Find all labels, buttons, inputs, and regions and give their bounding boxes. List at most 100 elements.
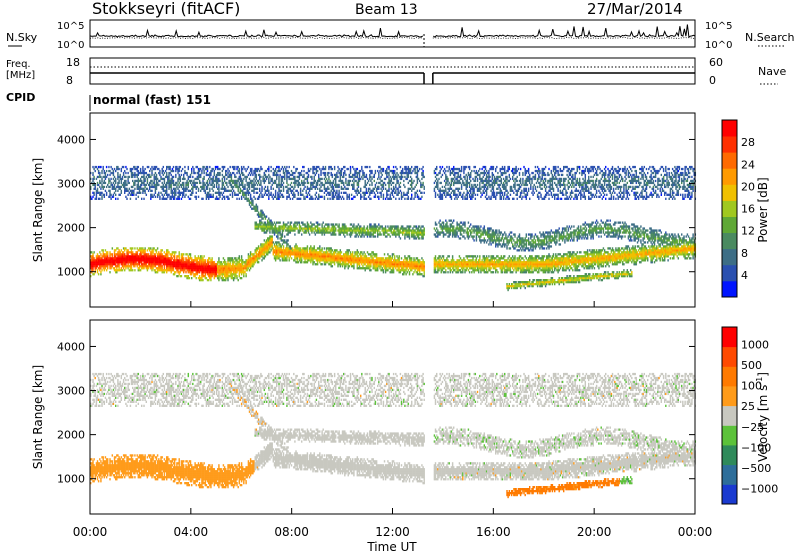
power-cell bbox=[278, 253, 280, 256]
power-cell bbox=[96, 189, 99, 192]
power-cell bbox=[228, 175, 230, 179]
power-cell bbox=[260, 183, 262, 187]
power-cell bbox=[354, 169, 356, 173]
power-cell bbox=[346, 195, 348, 198]
power-cell bbox=[137, 185, 140, 189]
power-cell bbox=[306, 255, 309, 258]
power-cell bbox=[345, 177, 347, 181]
power-cell bbox=[294, 223, 296, 226]
power-cell bbox=[340, 227, 343, 230]
power-cell bbox=[349, 167, 352, 171]
power-cell bbox=[178, 265, 180, 268]
power-cell bbox=[212, 273, 214, 276]
power-cell bbox=[365, 261, 368, 264]
power-cell bbox=[138, 189, 141, 192]
power-cell bbox=[163, 255, 166, 258]
power-cell bbox=[218, 267, 220, 270]
power-cell bbox=[168, 261, 170, 264]
power-cell bbox=[365, 197, 368, 200]
power-cell bbox=[305, 195, 307, 198]
power-cell bbox=[142, 259, 144, 262]
power-cell bbox=[294, 225, 296, 228]
power-cell bbox=[402, 195, 404, 198]
power-cell bbox=[346, 231, 348, 234]
power-cell bbox=[365, 175, 368, 179]
power-cell bbox=[237, 269, 239, 272]
power-cell bbox=[248, 263, 251, 266]
power-cell bbox=[286, 177, 288, 181]
power-cell bbox=[399, 181, 402, 185]
power-cell bbox=[392, 169, 395, 173]
power-cell bbox=[256, 167, 259, 171]
power-cell bbox=[193, 261, 195, 264]
power-cell bbox=[378, 165, 380, 169]
power-cell bbox=[284, 171, 286, 175]
power-cell bbox=[242, 271, 244, 274]
power-cell bbox=[380, 179, 382, 183]
power-cell bbox=[211, 183, 213, 187]
power-cell bbox=[192, 175, 194, 179]
power-cell bbox=[344, 165, 346, 169]
power-cell bbox=[240, 277, 243, 280]
power-cell bbox=[332, 253, 335, 256]
power-cell bbox=[104, 265, 107, 268]
power-cell bbox=[294, 175, 296, 179]
power-cell bbox=[335, 191, 337, 194]
power-cell bbox=[204, 167, 207, 171]
power-cell bbox=[236, 277, 238, 280]
power-cell bbox=[291, 227, 294, 230]
power-cell bbox=[371, 233, 373, 236]
power-cell bbox=[226, 271, 228, 274]
power-cell bbox=[323, 183, 326, 187]
power-cell bbox=[280, 183, 283, 187]
power-cell bbox=[143, 173, 145, 177]
power-cell bbox=[206, 271, 209, 274]
power-cell bbox=[277, 233, 279, 236]
power-cell bbox=[166, 271, 168, 274]
power-cell bbox=[337, 259, 339, 262]
power-cell bbox=[130, 249, 133, 252]
power-cell bbox=[240, 167, 243, 171]
power-cell bbox=[256, 209, 259, 212]
power-cell bbox=[156, 263, 159, 266]
power-cell bbox=[404, 237, 406, 240]
power-cell bbox=[146, 265, 149, 268]
power-cell bbox=[269, 239, 271, 242]
power-cell bbox=[187, 183, 190, 187]
power-cell bbox=[220, 187, 222, 190]
power-cell bbox=[132, 263, 134, 266]
power-cell bbox=[253, 259, 255, 262]
power-cell bbox=[352, 183, 354, 187]
power-cell bbox=[270, 249, 272, 252]
power-cell bbox=[246, 197, 248, 200]
power-cell bbox=[91, 271, 93, 274]
power-cell bbox=[178, 175, 180, 179]
power-cell bbox=[149, 263, 151, 266]
power-cell bbox=[273, 249, 276, 252]
power-cell bbox=[310, 245, 312, 248]
power-cell bbox=[383, 231, 386, 234]
power-cell bbox=[139, 251, 142, 254]
power-cell bbox=[244, 263, 246, 266]
power-cell bbox=[256, 191, 259, 194]
power-cell bbox=[271, 221, 273, 224]
power-cell bbox=[172, 197, 175, 200]
power-cell bbox=[231, 165, 234, 169]
power-cell bbox=[100, 273, 102, 276]
power-cell bbox=[340, 181, 343, 185]
power-cell bbox=[229, 267, 231, 270]
power-cell bbox=[247, 173, 250, 177]
power-cell bbox=[124, 185, 126, 189]
power-cell bbox=[313, 251, 315, 254]
power-cell bbox=[103, 269, 106, 272]
power-cell bbox=[344, 227, 346, 230]
power-cell bbox=[168, 167, 170, 171]
power-cell bbox=[209, 257, 211, 260]
power-cell bbox=[365, 267, 368, 270]
power-cell bbox=[265, 229, 268, 232]
power-cell bbox=[120, 249, 123, 252]
power-cell bbox=[221, 271, 224, 274]
power-cell bbox=[244, 183, 246, 187]
power-cell bbox=[268, 249, 270, 252]
power-cell bbox=[316, 183, 319, 187]
